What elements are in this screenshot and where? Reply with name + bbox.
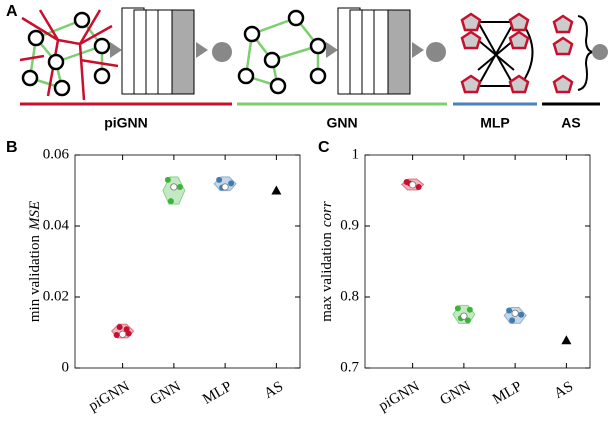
group-label: GNN (326, 115, 357, 131)
median-marker (221, 183, 229, 191)
data-point (228, 180, 235, 187)
data-point (216, 176, 223, 183)
panel-label: B (6, 139, 18, 156)
panel-a: A (6, 3, 608, 131)
group-label: piGNN (104, 115, 148, 131)
plot-frame (74, 154, 301, 369)
layer-stack (110, 7, 232, 95)
layer-stack (326, 7, 446, 95)
x-tick-label: GNN (437, 379, 473, 409)
data-point (466, 306, 473, 313)
data-point (167, 198, 174, 205)
data-point (509, 317, 516, 324)
data-point (454, 305, 461, 312)
group-label: MLP (480, 115, 510, 131)
data-point (518, 311, 525, 318)
median-marker (409, 181, 417, 189)
y-tick-label: 0.8 (340, 288, 359, 304)
y-tick-label: 0.06 (43, 146, 70, 162)
y-axis-label: max validation corr (319, 201, 335, 322)
data-point (116, 324, 123, 331)
y-tick-label: 0 (62, 359, 70, 375)
y-tick-label: 1 (352, 146, 360, 162)
y-label-var: MSE (27, 201, 43, 231)
triangle-marker (561, 335, 572, 345)
plot-frame (364, 154, 591, 369)
graph-diagram (237, 9, 327, 95)
mlp-diagram (460, 12, 608, 94)
data-point (176, 183, 183, 190)
x-tick-label: MLP (200, 379, 235, 408)
data-point (415, 183, 422, 190)
x-tick-label: AS (261, 379, 286, 402)
panel-label: A (6, 3, 18, 20)
y-label-var: corr (319, 201, 335, 227)
y-tick-label: 0.02 (43, 288, 69, 304)
x-tick-label: piGNN (86, 379, 132, 415)
graph-diagram (19, 9, 119, 101)
median-marker (170, 183, 178, 191)
x-tick-label: piGNN (376, 379, 422, 415)
data-point (506, 307, 513, 314)
median-marker (460, 312, 468, 320)
x-tick-label: MLP (490, 379, 525, 408)
median-marker (511, 309, 519, 317)
y-label-text: max validation (319, 232, 335, 322)
x-tick-label: GNN (147, 379, 183, 409)
data-point (464, 317, 471, 324)
data-point (123, 326, 130, 333)
data-point (113, 331, 120, 338)
y-tick-label: 0.7 (340, 359, 359, 375)
group-label: AS (561, 115, 580, 131)
data-point (164, 176, 171, 183)
x-tick-label: AS (551, 379, 576, 402)
median-marker (119, 330, 127, 338)
y-tick-label: 0.04 (43, 217, 70, 233)
panel-label: C (318, 139, 330, 156)
y-tick-label: 0.9 (340, 217, 359, 233)
y-axis-label: min validation MSE (27, 201, 43, 322)
y-label-text: min validation (27, 235, 43, 323)
triangle-marker (271, 185, 282, 195)
